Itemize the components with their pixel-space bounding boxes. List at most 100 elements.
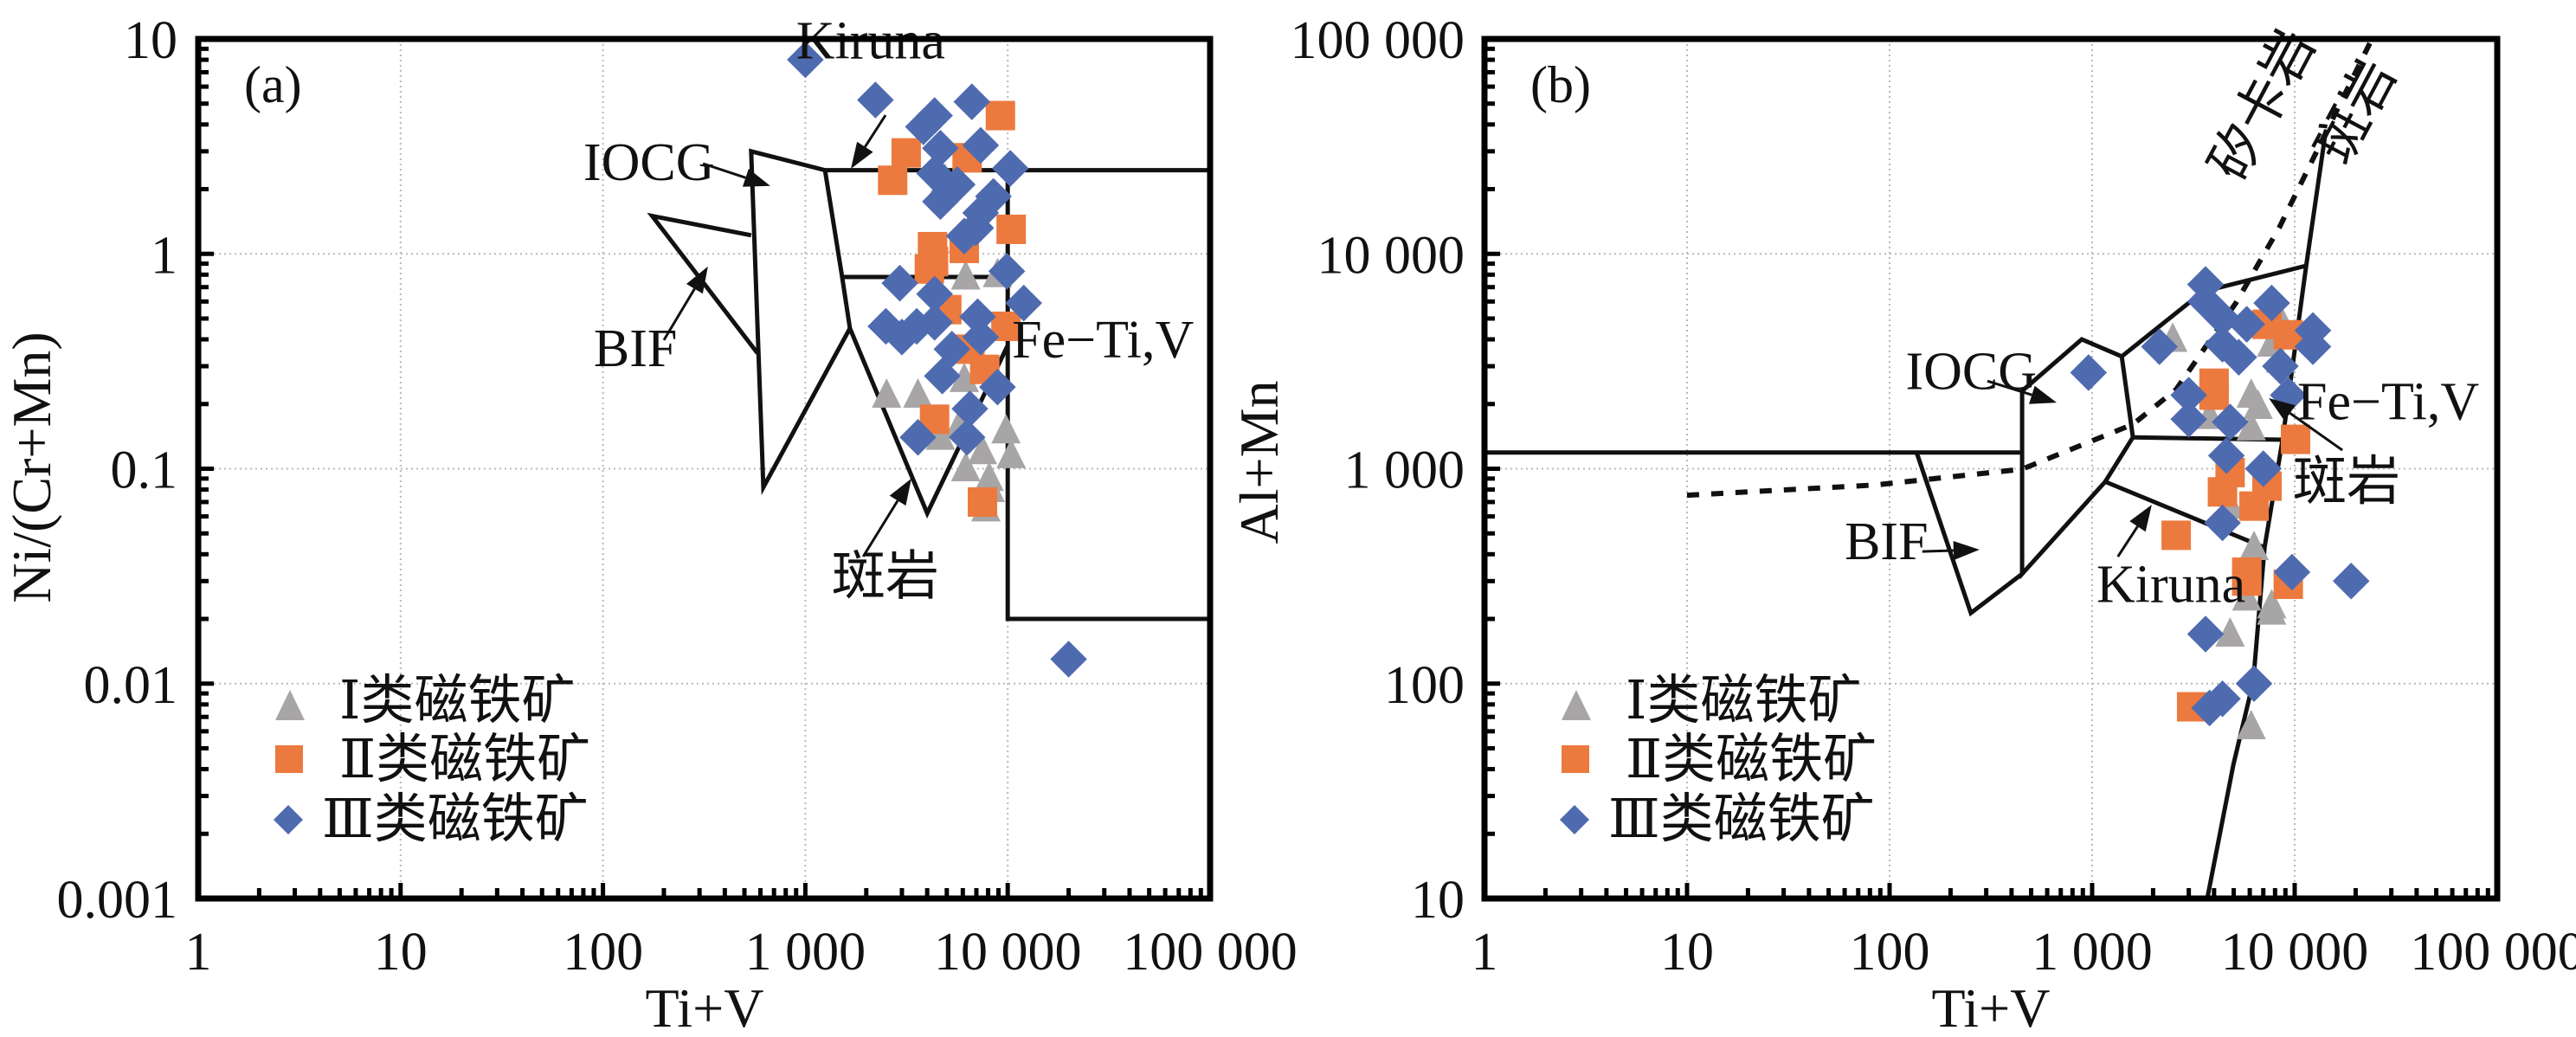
arrow-head-icon <box>2029 385 2057 404</box>
iocg-arrow <box>702 162 770 187</box>
x-tick-label: 100 <box>1850 923 1930 982</box>
data-point-diamond <box>2170 401 2207 438</box>
arrow-shaft <box>1987 379 2032 396</box>
x-tick-label: 10 <box>1660 923 1714 982</box>
region-boundary-porphyry-field <box>847 327 1010 519</box>
data-point-diamond <box>881 264 918 302</box>
legend-item-type-1: Ⅰ类磁铁矿 <box>1562 672 1862 731</box>
kiruna-arrow <box>851 114 887 169</box>
data-point-diamond <box>2332 563 2370 600</box>
arrow-head-icon <box>2129 505 2152 532</box>
arrow-shaft <box>702 162 746 179</box>
data-point-square <box>996 214 1027 244</box>
data-point-diamond <box>916 304 953 341</box>
data-point-diamond <box>1050 641 1087 678</box>
legend-square-marker <box>1562 745 1589 773</box>
data-point-triangle <box>2236 410 2266 441</box>
panel-a-label: (a) <box>244 56 302 113</box>
legend-item-type-3: Ⅲ类磁铁矿 <box>274 790 589 849</box>
data-point-diamond <box>949 418 986 456</box>
legend-diamond-marker <box>274 805 303 834</box>
y-tick-label: 0.01 <box>84 656 178 715</box>
data-point-triangle <box>991 414 1021 444</box>
data-point-triangle <box>2236 710 2266 740</box>
arrow-shaft <box>2116 525 2139 557</box>
data-point-diamond <box>2070 354 2108 391</box>
iocg-label: IOCG <box>583 133 715 192</box>
data-point-square <box>2231 566 2262 596</box>
data-point-square <box>985 100 1015 131</box>
data-point-square <box>2281 424 2311 454</box>
arrow-head-icon <box>2269 397 2296 422</box>
iocg-label: IOCG <box>1906 342 2038 401</box>
porphyry-arrow <box>2269 397 2343 452</box>
data-point-diamond <box>2204 504 2241 542</box>
data-point-diamond <box>2212 403 2249 441</box>
arrow-shaft <box>2289 412 2343 452</box>
region-boundary-bif-field <box>1914 451 2024 617</box>
legend-square-marker <box>275 745 303 773</box>
x-tick-label: 10 000 <box>934 923 1082 982</box>
bif-label: BIF <box>594 319 677 378</box>
data-point-triangle <box>2231 581 2262 611</box>
bif-arrow <box>662 266 708 341</box>
data-point-diamond <box>2191 689 2228 727</box>
x-tick-label: 100 000 <box>2410 923 2576 982</box>
panel-a-axes: 1 10 100 1 000 10 000 100 000 10 1 0.1 0.01 0.001 <box>57 11 1298 982</box>
data-point-diamond <box>2228 306 2265 343</box>
arrow-shaft <box>662 287 696 341</box>
data-point-diamond <box>899 418 937 456</box>
legend-label: Ⅰ类磁铁矿 <box>1626 672 1862 731</box>
legend-item-type-2: Ⅱ类磁铁矿 <box>1562 731 1877 789</box>
panel-b-y-axis-title: Al+Mn <box>1228 381 1290 544</box>
data-point-diamond <box>2204 300 2241 338</box>
bif-arrow <box>1922 540 1980 560</box>
data-point-diamond <box>2235 665 2273 702</box>
region-boundary-kiruna-boundary <box>2104 480 2266 550</box>
data-point-diamond <box>922 130 959 167</box>
data-point-square <box>2161 520 2192 551</box>
panel-b-points <box>2070 266 2370 740</box>
y-tick-label: 1 <box>151 226 177 285</box>
fetiv-label: Fe−Ti,V <box>1012 311 1194 370</box>
x-tick-label: 1 <box>1472 923 1498 982</box>
panel-b-label: (b) <box>1530 56 1591 113</box>
data-point-diamond <box>945 217 983 254</box>
data-point-triangle <box>872 377 902 408</box>
data-point-diamond <box>2141 328 2179 365</box>
data-point-diamond <box>2262 347 2299 385</box>
data-point-square <box>967 486 997 517</box>
region-boundary-fetiv-boundary <box>2205 129 2328 899</box>
bif-label: BIF <box>1845 512 1928 571</box>
legend-label: Ⅰ类磁铁矿 <box>339 672 576 731</box>
arrow-head-icon <box>1953 540 1980 560</box>
data-point-diamond <box>2220 338 2257 377</box>
data-point-triangle <box>2243 389 2273 419</box>
region-boundary-bif-field <box>647 212 760 355</box>
data-point-diamond <box>991 150 1029 187</box>
data-point-diamond <box>953 83 991 120</box>
fetiv-label: Fe−Ti,V <box>2297 372 2479 431</box>
data-point-triangle <box>925 420 956 450</box>
data-point-triangle <box>967 435 997 465</box>
data-point-triangle <box>950 451 981 481</box>
data-point-diamond <box>857 81 894 119</box>
data-point-diamond <box>2244 450 2283 487</box>
panel-b-legend: Ⅰ类磁铁矿 Ⅱ类磁铁矿 Ⅲ类磁铁矿 <box>1560 672 1877 849</box>
data-point-triangle <box>996 438 1027 468</box>
y-tick-label: 10 <box>1411 871 1465 930</box>
data-point-diamond <box>924 357 961 395</box>
y-tick-label: 10 <box>124 11 177 70</box>
data-point-triangle <box>903 377 933 408</box>
data-point-triangle <box>950 362 980 392</box>
data-point-triangle <box>950 260 981 290</box>
panel-a-x-axis-title: Ti+V <box>646 977 764 1037</box>
legend-triangle-marker <box>275 690 305 720</box>
x-tick-label: 1 000 <box>745 923 866 982</box>
legend-label: Ⅲ类磁铁矿 <box>322 790 589 849</box>
data-point-square <box>918 247 949 277</box>
panel-a-legend: Ⅰ类磁铁矿 Ⅱ类磁铁矿 Ⅲ类磁铁矿 <box>274 672 590 849</box>
legend-label: Ⅱ类磁铁矿 <box>1626 731 1877 789</box>
data-point-square <box>891 138 921 168</box>
